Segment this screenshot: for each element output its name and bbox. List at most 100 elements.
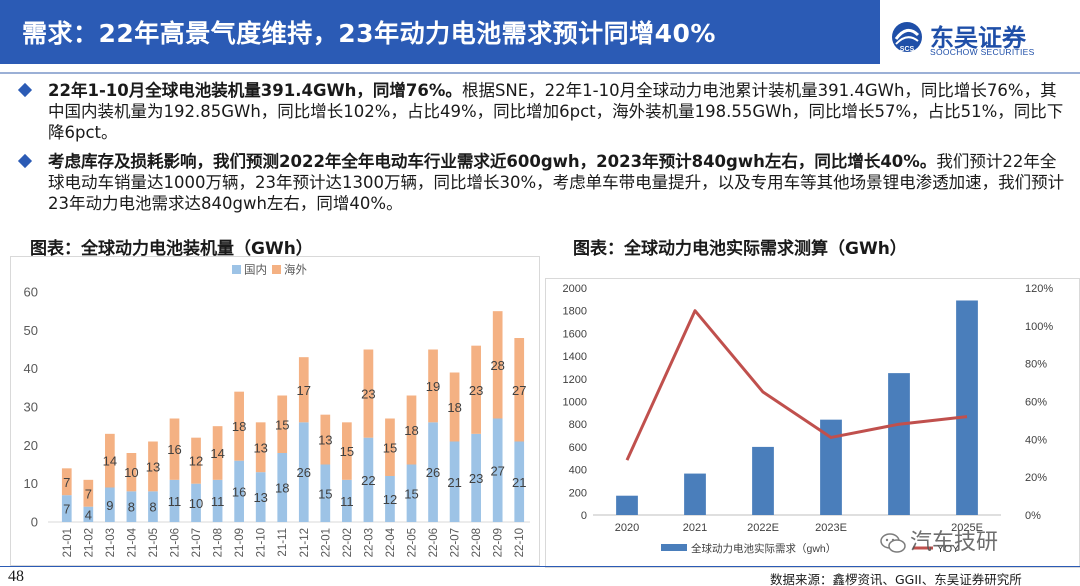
- logo-en-text: SOOCHOW SECURITIES: [930, 47, 1035, 57]
- bar-segment: [61, 468, 72, 496]
- demand-bar: [684, 473, 706, 515]
- bar-segment: [492, 311, 503, 419]
- data-label: 15: [404, 486, 418, 501]
- data-label: 12: [189, 454, 203, 469]
- x-tick-label: 2023E: [815, 522, 847, 534]
- legend-label: 海外: [284, 263, 307, 277]
- bar-segment: [105, 433, 115, 488]
- y-tick-label: 50: [24, 323, 38, 338]
- data-label: 18: [275, 481, 289, 496]
- bar-segment: [320, 414, 331, 465]
- data-label: 8: [149, 500, 156, 515]
- x-tick-label: 21-12: [299, 528, 311, 557]
- bar-segment: [298, 422, 309, 522]
- data-label: 22: [361, 473, 375, 488]
- x-tick-label: 21-06: [170, 528, 182, 557]
- bar-segment: [234, 391, 244, 461]
- bar-segment: [255, 472, 266, 522]
- demand-bar: [616, 495, 638, 515]
- bar-segment: [471, 433, 481, 522]
- y-left-tick-label: 600: [569, 442, 587, 454]
- x-tick-label: 21-08: [213, 528, 225, 557]
- bar-segment: [212, 426, 223, 480]
- data-label: 11: [211, 494, 225, 509]
- x-tick-label: 22-06: [428, 528, 440, 557]
- bar-segment: [492, 418, 503, 522]
- x-tick-label: 2020: [615, 522, 639, 534]
- y-left-tick-label: 400: [569, 465, 587, 477]
- title-bar: 需求：22年高景气度维持，23年动力电池需求预计同增40%: [0, 0, 880, 64]
- x-tick-label: 22-09: [493, 528, 505, 557]
- x-tick-label: 22-05: [407, 528, 419, 557]
- bar-segment: [148, 441, 158, 492]
- legend-swatch: [232, 265, 241, 274]
- company-logo: SCS 东吴证券 SOOCHOW SECURITIES: [890, 18, 1075, 62]
- x-tick-label: 21-03: [105, 528, 117, 557]
- chart1-legend: 国内 海外: [232, 263, 307, 277]
- bar-segment: [471, 345, 481, 434]
- diamond-bullet-icon: [17, 153, 33, 169]
- bar-segment: [234, 460, 244, 522]
- bar-segment: [385, 418, 395, 476]
- legend-label: 国内: [244, 263, 267, 277]
- bar-segment: [61, 495, 72, 522]
- watermark: 汽车技研: [880, 524, 998, 556]
- y-left-tick-label: 2000: [563, 283, 587, 295]
- data-label: 13: [146, 459, 160, 474]
- bullet-item: 22年1-10月全球电池装机量391.4GWh，同增76%。根据SNE，22年1…: [14, 80, 1070, 143]
- bar-segment: [406, 395, 417, 465]
- legend-swatch: [272, 265, 281, 274]
- bar-segment: [363, 349, 374, 438]
- bar-segment: [449, 441, 460, 522]
- data-label: 7: [85, 486, 92, 501]
- y-tick-label: 30: [24, 400, 38, 415]
- bar-segment: [363, 437, 374, 522]
- y-left-tick-label: 1000: [563, 397, 587, 409]
- y-right-tick-label: 80%: [1025, 359, 1047, 371]
- x-tick-label: 21-02: [83, 528, 95, 557]
- logo-cn-text: 东吴证券: [930, 24, 1026, 52]
- data-label: 12: [383, 492, 397, 507]
- demand-bar: [888, 373, 910, 515]
- data-label: 21: [512, 475, 526, 490]
- watermark-text: 汽车技研: [910, 530, 999, 555]
- data-label: 23: [469, 471, 483, 486]
- data-label: 15: [318, 486, 332, 501]
- bar-segment: [428, 349, 438, 423]
- y-right-tick-label: 120%: [1025, 283, 1053, 295]
- chart1-title: 图表：全球动力电池装机量（GWh）: [30, 239, 313, 259]
- legend-label: 全球动力电池实际需求（gwh）: [691, 542, 836, 555]
- logo-mark-icon: SCS: [892, 22, 922, 53]
- bar-segment: [342, 479, 352, 522]
- bar-segment: [191, 483, 201, 522]
- logo-mark-text: SCS: [900, 46, 915, 53]
- legend-swatch: [661, 544, 687, 551]
- data-label: 27: [490, 463, 504, 478]
- y-tick-label: 0: [31, 515, 38, 530]
- data-label: 28: [490, 358, 504, 373]
- bar-segment: [191, 437, 201, 484]
- data-label: 16: [167, 442, 181, 457]
- bullet-body-text: 我们预计22年全球电动车销量达1000万辆，23年预计达1300万辆，同比增长3…: [48, 152, 1065, 213]
- bar-segment: [277, 395, 288, 453]
- bullet-item: 考虑库存及损耗影响，我们预测2022年全年电动车行业需求近600gwh，2023…: [14, 151, 1070, 214]
- y-tick-label: 40: [24, 361, 38, 376]
- data-label: 18: [447, 400, 461, 415]
- page-number: 48: [8, 568, 24, 585]
- y-left-tick-label: 800: [569, 419, 587, 431]
- y-left-tick-label: 1200: [563, 374, 587, 386]
- installed-capacity-chart: 国内 海外01020304050607721-014721-0291421-038…: [10, 256, 540, 566]
- demand-forecast-chart: 0 200 400 600 800 1000 1200 1400 1600 1800 2000 0% 2…: [545, 278, 1080, 568]
- diamond-bullet-icon: [17, 82, 33, 98]
- y-right-tick-label: 20%: [1025, 472, 1047, 484]
- bullet-body-text: 根据SNE，22年1-10月全球动力电池累计装机量391.4GWh，同比增长76…: [48, 81, 1064, 142]
- bar-segment: [169, 418, 180, 480]
- data-source: 数据来源：鑫椤资讯、GGII、东吴证券研究所: [770, 572, 1022, 586]
- data-label: 18: [404, 423, 418, 438]
- x-tick-label: 2022E: [747, 522, 779, 534]
- x-tick-label: 21-05: [148, 528, 160, 557]
- data-label: 21: [447, 475, 461, 490]
- bullet-bold-text: 22年1-10月全球电池装机量391.4GWh，同增76%。: [48, 81, 462, 100]
- bar-segment: [428, 422, 438, 522]
- data-label: 19: [426, 379, 440, 394]
